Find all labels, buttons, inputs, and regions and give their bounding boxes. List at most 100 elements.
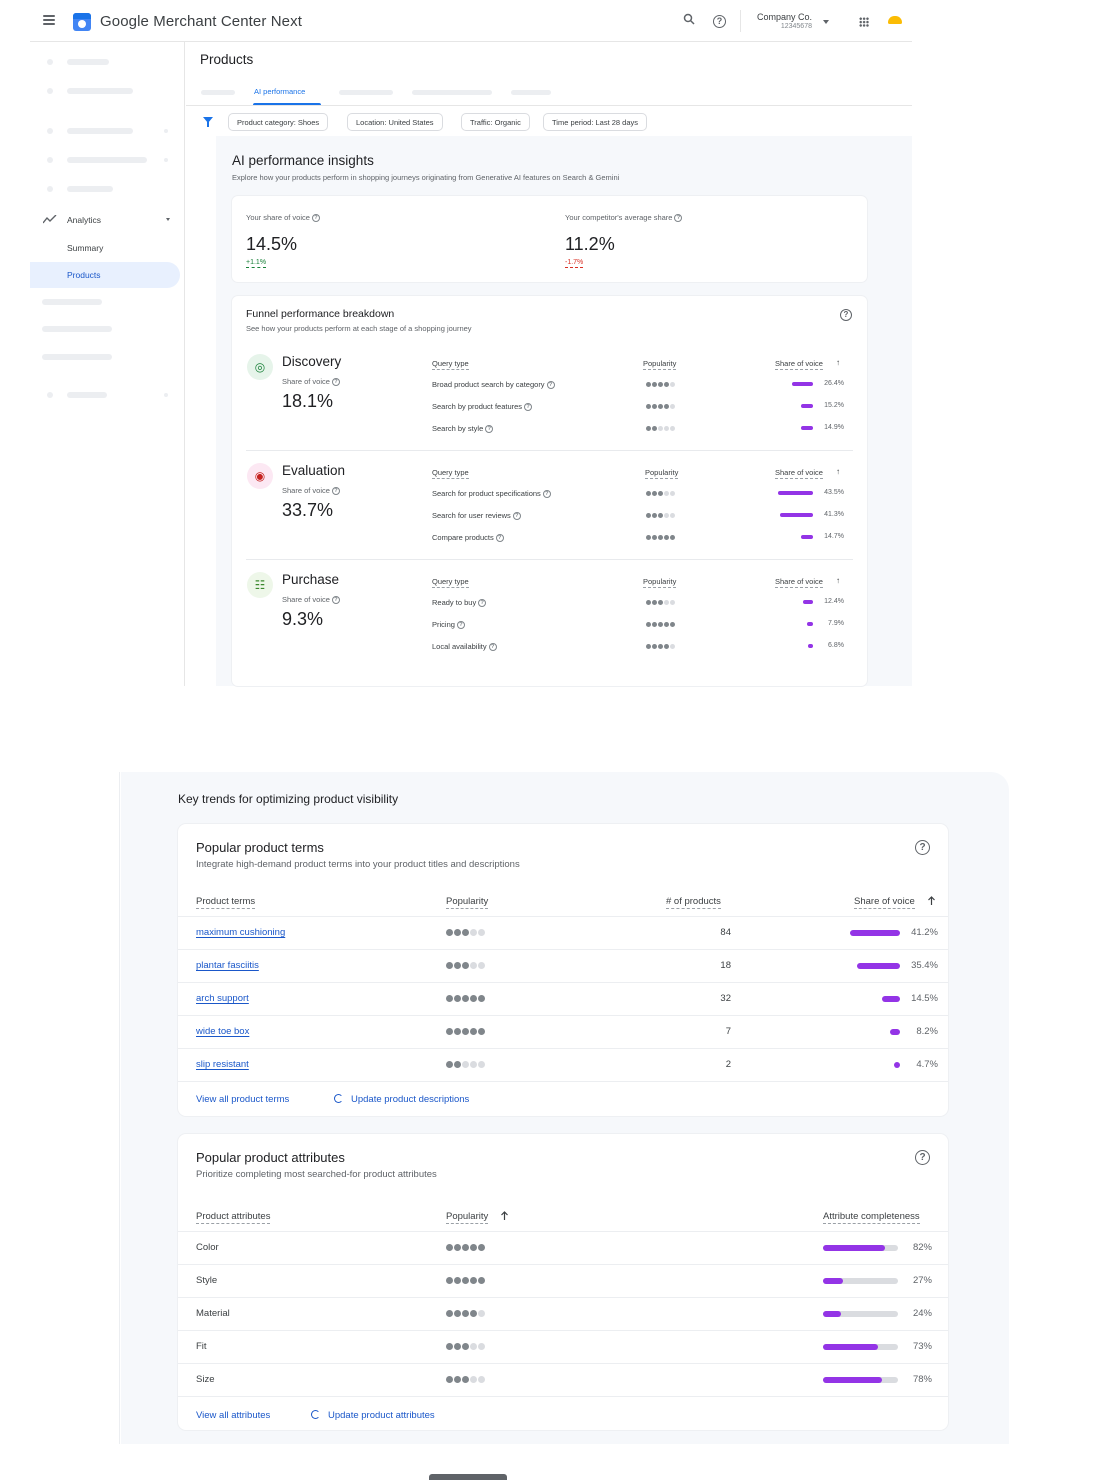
- help-icon[interactable]: ?: [524, 403, 533, 412]
- help-icon[interactable]: ?: [456, 621, 465, 630]
- arrow-up-icon[interactable]: ↑: [836, 576, 840, 585]
- popularity-dot: [462, 995, 469, 1002]
- product-term-link[interactable]: maximum cushioning: [196, 927, 286, 938]
- col-product-attributes[interactable]: Product attributes: [196, 1211, 271, 1224]
- help-icon[interactable]: ?: [713, 15, 726, 28]
- col-attribute-completeness[interactable]: Attribute completeness: [823, 1211, 920, 1224]
- popularity-dot: [646, 513, 651, 518]
- stage-name: Discovery: [282, 354, 342, 369]
- col-popularity[interactable]: Popularity: [643, 359, 677, 370]
- tab-ai-performance[interactable]: AI performance: [254, 87, 306, 96]
- attributes-subtitle: Prioritize completing most searched-for …: [196, 1169, 437, 1180]
- completeness-value: 82%: [912, 1242, 932, 1253]
- chevron-down-icon[interactable]: [823, 20, 829, 24]
- tab-placeholder[interactable]: [511, 90, 551, 95]
- popularity-dot: [664, 644, 669, 649]
- update-attributes-button[interactable]: Update product attributes: [311, 1410, 435, 1421]
- merchant-center-window: Google Merchant Center Next ? Company Co…: [30, 0, 912, 686]
- col-share-of-voice[interactable]: Share of voice: [775, 359, 823, 370]
- filter-chip-time-period[interactable]: Time period: Last 28 days: [543, 113, 648, 131]
- col-share-of-voice[interactable]: Share of voice: [854, 896, 915, 909]
- help-icon[interactable]: ?: [674, 214, 683, 223]
- popularity-dot: [670, 622, 675, 627]
- terms-title: Popular product terms: [196, 840, 324, 855]
- col-product-terms[interactable]: Product terms: [196, 896, 256, 909]
- update-descriptions-button[interactable]: Update product descriptions: [334, 1094, 469, 1105]
- help-icon[interactable]: ?: [478, 599, 487, 608]
- sidebar-gutter: [0, 772, 120, 1444]
- help-icon[interactable]: ?: [331, 487, 340, 496]
- help-icon[interactable]: ?: [331, 596, 340, 605]
- popularity-dot: [454, 1376, 461, 1383]
- arrow-up-icon[interactable]: ↑: [836, 358, 840, 367]
- scroll-handle[interactable]: [429, 1474, 507, 1480]
- popularity-dot: [652, 622, 657, 627]
- help-icon[interactable]: ?: [840, 309, 852, 321]
- col-share-of-voice[interactable]: Share of voice: [775, 577, 823, 588]
- help-icon[interactable]: ?: [495, 534, 504, 543]
- product-term-link[interactable]: plantar fasciitis: [196, 960, 259, 971]
- col-popularity[interactable]: Popularity: [643, 577, 677, 588]
- help-icon[interactable]: ?: [915, 1150, 930, 1165]
- table-row: Size 78%: [178, 1363, 948, 1396]
- view-all-terms-link[interactable]: View all product terms: [196, 1094, 290, 1105]
- view-all-attributes-link[interactable]: View all attributes: [196, 1410, 271, 1421]
- tab-placeholder[interactable]: [339, 90, 393, 95]
- tab-placeholder[interactable]: [412, 90, 492, 95]
- popularity-dot: [470, 995, 477, 1002]
- apps-grid-icon[interactable]: [859, 17, 869, 27]
- sidebar-item-analytics[interactable]: Analytics: [30, 207, 180, 233]
- popularity-dot: [454, 929, 461, 936]
- arrow-up-icon[interactable]: [927, 896, 936, 906]
- col-popularity[interactable]: Popularity: [645, 468, 679, 479]
- popularity-dot: [446, 1061, 453, 1068]
- help-icon[interactable]: ?: [488, 643, 497, 652]
- ai-performance-insights: AI performance insights Explore how your…: [216, 136, 912, 686]
- popularity-dot: [454, 995, 461, 1002]
- completeness-bar: [823, 1278, 843, 1284]
- help-icon[interactable]: ?: [331, 378, 340, 387]
- product-term-link[interactable]: wide toe box: [196, 1026, 250, 1037]
- popularity-dot: [470, 962, 477, 969]
- nav-placeholder: [42, 326, 112, 332]
- col-query-type[interactable]: Query type: [432, 577, 469, 588]
- table-row: plantar fasciitis 18 35.4%: [178, 949, 948, 982]
- col-num-products[interactable]: # of products: [666, 896, 721, 909]
- help-icon[interactable]: ?: [915, 840, 930, 855]
- filter-chip-traffic[interactable]: Traffic: Organic: [461, 113, 530, 131]
- filter-chip-category[interactable]: Product category: Shoes: [228, 113, 329, 131]
- query-type-label: Compare products: [432, 533, 494, 542]
- help-icon[interactable]: ?: [542, 490, 551, 499]
- arrow-up-icon[interactable]: ↑: [836, 467, 840, 476]
- completeness-bar: [823, 1311, 841, 1317]
- popularity-dot: [446, 1310, 453, 1317]
- tab-placeholder[interactable]: [201, 90, 235, 95]
- popularity-dot: [462, 1061, 469, 1068]
- query-type-label: Search by style: [432, 424, 484, 433]
- attribute-name: Fit: [196, 1341, 207, 1352]
- completeness-value: 78%: [912, 1374, 932, 1385]
- account-switcher[interactable]: Company Co. 12345678: [742, 12, 812, 30]
- menu-icon[interactable]: [43, 15, 55, 25]
- help-icon[interactable]: ?: [546, 381, 555, 390]
- search-icon[interactable]: [680, 12, 698, 30]
- arrow-up-icon[interactable]: [500, 1211, 509, 1221]
- product-term-link[interactable]: arch support: [196, 993, 249, 1004]
- help-icon[interactable]: ?: [311, 214, 320, 223]
- stage-share-label-text: Share of voice: [282, 595, 330, 604]
- share-bar: [803, 600, 813, 604]
- help-icon[interactable]: ?: [512, 512, 521, 521]
- filter-chip-location[interactable]: Location: United States: [347, 113, 443, 131]
- sidebar-item-products[interactable]: Products: [30, 262, 180, 288]
- filter-icon[interactable]: [203, 117, 213, 127]
- col-popularity[interactable]: Popularity: [446, 1211, 489, 1224]
- sidebar-item-summary[interactable]: Summary: [30, 235, 180, 261]
- product-term-link[interactable]: slip resistant: [196, 1059, 249, 1070]
- col-query-type[interactable]: Query type: [432, 359, 469, 370]
- col-share-of-voice[interactable]: Share of voice: [775, 468, 823, 479]
- col-query-type[interactable]: Query type: [432, 468, 469, 479]
- share-value: 35.4%: [911, 960, 938, 971]
- cloud-icon[interactable]: [888, 16, 902, 24]
- help-icon[interactable]: ?: [485, 425, 494, 434]
- col-popularity[interactable]: Popularity: [446, 896, 489, 909]
